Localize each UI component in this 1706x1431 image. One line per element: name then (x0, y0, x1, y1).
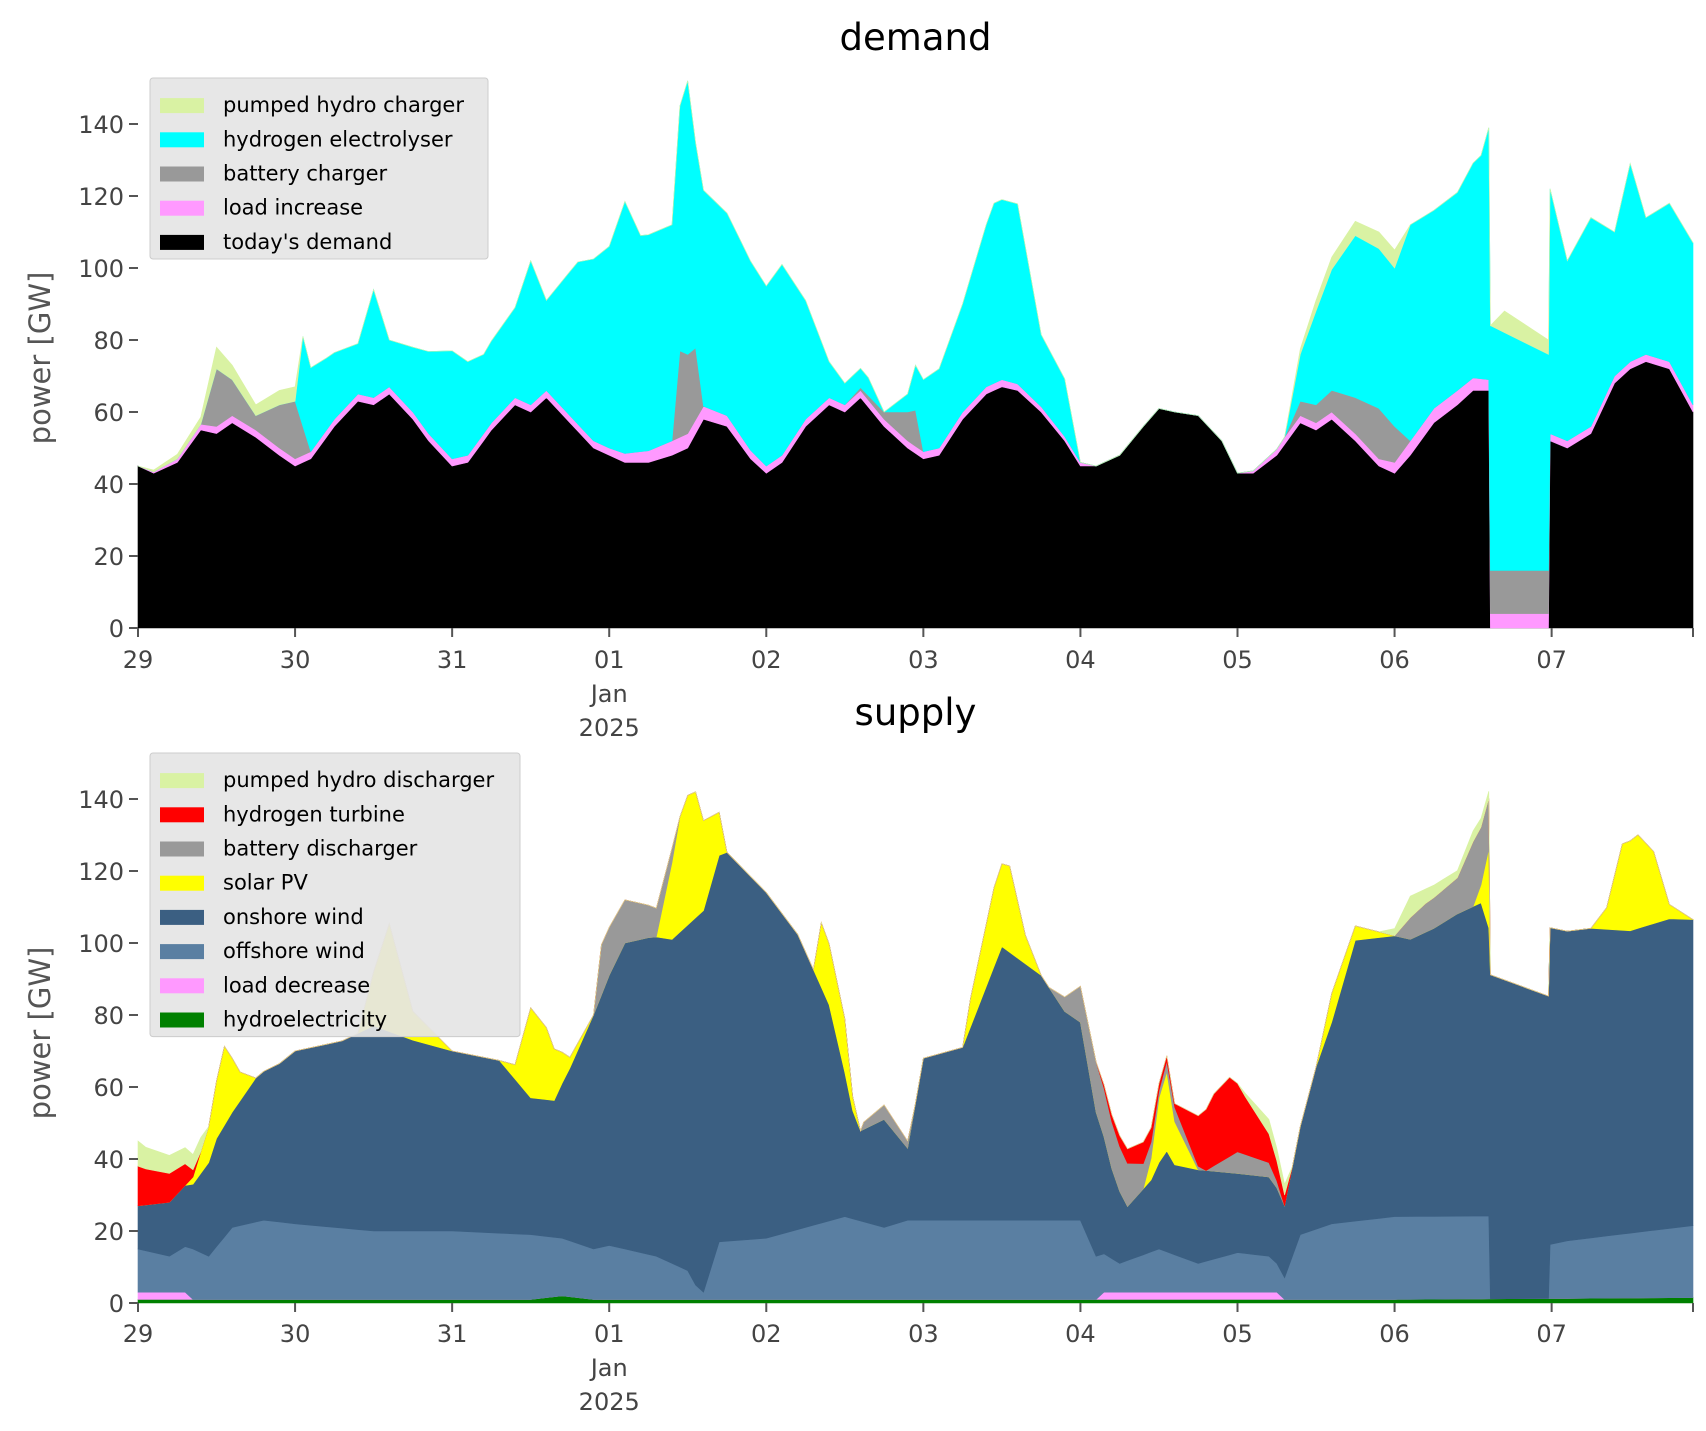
x-tick-label: 29 (123, 646, 154, 674)
x-tick-label: 04 (1065, 646, 1096, 674)
y-tick-label: 20 (93, 543, 124, 571)
y-tick-label: 100 (78, 255, 124, 283)
y-tick-label: 120 (78, 183, 124, 211)
y-tick-label: 140 (78, 786, 124, 814)
legend-swatch (160, 234, 204, 250)
legend-swatch (160, 944, 204, 960)
legend-swatch (160, 978, 204, 994)
legend-swatch (160, 132, 204, 148)
legend-item-hydrogen-electrolyser: hydrogen electrolyser (160, 127, 453, 151)
x-tick-sublabel: 2025 (579, 1388, 640, 1416)
y-tick-label: 0 (109, 1290, 124, 1318)
legend-label: onshore wind (223, 905, 364, 929)
supply-chart: 0 20 40 60 80 100 120 140 29 30 31 01 02 03 04 05 06 07 Ja… (23, 691, 1695, 1416)
legend-swatch (160, 875, 204, 891)
legend-item-today-s-demand: today's demand (160, 230, 392, 254)
x-tick-sublabel: 2025 (579, 714, 640, 742)
x-tick-label: 29 (123, 1320, 154, 1348)
y-axis: 0 20 40 60 80 100 120 140 (78, 111, 138, 643)
y-tick-label: 120 (78, 858, 124, 886)
legend-label: load increase (223, 196, 363, 220)
x-tick-label: 30 (280, 646, 311, 674)
x-tick-label: 03 (908, 1320, 939, 1348)
y-tick-label: 0 (109, 615, 124, 643)
y-tick-label: 80 (93, 1002, 124, 1030)
chart-title: demand (840, 16, 992, 59)
y-axis-label: power [GW] (23, 272, 57, 445)
y-tick-label: 100 (78, 930, 124, 958)
x-tick-label: 06 (1379, 1320, 1410, 1348)
y-axis-label: power [GW] (23, 947, 57, 1120)
legend-label: solar PV (223, 871, 308, 895)
legend-label: pumped hydro charger (223, 93, 464, 117)
x-tick-sublabel: Jan (589, 680, 628, 708)
x-tick-label: 31 (437, 646, 468, 674)
x-tick-label: 30 (280, 1320, 311, 1348)
legend-item-pumped-hydro-discharger: pumped hydro discharger (160, 768, 494, 792)
x-tick-sublabel: Jan (589, 1354, 628, 1382)
x-tick-label: 05 (1222, 646, 1253, 674)
legend-swatch (160, 773, 204, 789)
legend-item-onshore-wind: onshore wind (160, 905, 364, 929)
area-pumped-hydro-discharger (137, 791, 1694, 1196)
legend-swatch (160, 200, 204, 216)
legend-swatch (160, 98, 204, 114)
x-axis: 29 30 31 01 02 03 04 05 06 07 Jan 2025 (123, 628, 1694, 742)
x-axis: 29 30 31 01 02 03 04 05 06 07 Jan 2025 (123, 1303, 1694, 1416)
legend-swatch (160, 1012, 204, 1028)
x-tick-label: 31 (437, 1320, 468, 1348)
x-tick-label: 07 (1536, 646, 1567, 674)
demand-chart: 0 20 40 60 80 100 120 140 29 30 31 01 02 03 04 05 06 07 Ja… (23, 16, 1694, 742)
legend-label: pumped hydro discharger (223, 768, 494, 792)
legend-label: battery charger (223, 162, 388, 186)
legend-swatch (160, 841, 204, 857)
y-tick-label: 40 (93, 1146, 124, 1174)
legend-label: offshore wind (223, 939, 365, 963)
chart-title: supply (855, 691, 977, 734)
legend-item-offshore-wind: offshore wind (160, 939, 365, 963)
stacked-areas (137, 80, 1694, 629)
legend-label: hydrogen electrolyser (223, 127, 453, 151)
x-tick-label: 07 (1536, 1320, 1567, 1348)
x-tick-label: 03 (908, 646, 939, 674)
x-tick-label: 06 (1379, 646, 1410, 674)
x-tick-label: 05 (1222, 1320, 1253, 1348)
x-tick-label: 02 (751, 646, 782, 674)
y-tick-label: 60 (93, 1074, 124, 1102)
legend-box (149, 752, 521, 1038)
y-tick-label: 60 (93, 399, 124, 427)
x-tick-label: 01 (594, 1320, 625, 1348)
legend: pumped hydro charger hydrogen electrolyse… (149, 77, 489, 260)
legend-item-battery-charger: battery charger (160, 162, 388, 186)
x-tick-label: 01 (594, 646, 625, 674)
y-tick-label: 20 (93, 1218, 124, 1246)
y-tick-label: 80 (93, 327, 124, 355)
area-pumped-hydro-charger (137, 80, 1694, 474)
x-tick-label: 02 (751, 1320, 782, 1348)
legend-swatch (160, 166, 204, 182)
legend-box (149, 77, 489, 260)
legend-item-battery-discharger: battery discharger (160, 837, 418, 861)
legend-item-pumped-hydro-charger: pumped hydro charger (160, 93, 464, 117)
legend-swatch (160, 807, 204, 823)
legend-label: load decrease (223, 973, 370, 997)
y-tick-label: 140 (78, 111, 124, 139)
x-tick-label: 04 (1065, 1320, 1096, 1348)
legend-label: hydroelectricity (223, 1008, 387, 1032)
y-tick-label: 40 (93, 471, 124, 499)
legend-label: battery discharger (223, 837, 418, 861)
legend-label: today's demand (223, 230, 392, 254)
legend-swatch (160, 909, 204, 925)
legend-item-hydrogen-turbine: hydrogen turbine (160, 802, 405, 826)
legend-item-load-decrease: load decrease (160, 973, 370, 997)
legend-item-hydroelectricity: hydroelectricity (160, 1008, 387, 1032)
legend-label: hydrogen turbine (223, 802, 405, 826)
legend-item-solar-pv: solar PV (160, 871, 308, 895)
stacked-areas (137, 791, 1695, 1304)
y-axis: 0 20 40 60 80 100 120 140 (78, 786, 138, 1318)
legend: pumped hydro discharger hydrogen turbine b… (149, 752, 521, 1038)
legend-item-load-increase: load increase (160, 196, 363, 220)
